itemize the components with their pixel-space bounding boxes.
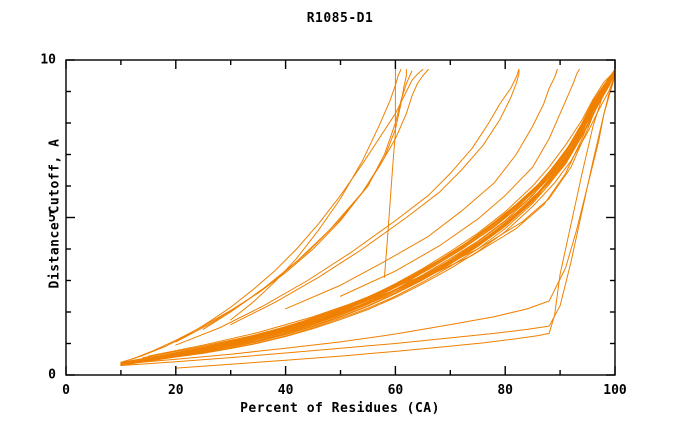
curve-model-07 bbox=[120, 70, 616, 365]
curve-model-18 bbox=[120, 73, 616, 366]
curve-outlier-26 bbox=[383, 68, 396, 278]
curve-outlier-30 bbox=[340, 68, 580, 297]
curve-mid-35 bbox=[142, 71, 616, 359]
curve-model-05 bbox=[120, 73, 616, 367]
curve-outlier-28 bbox=[230, 68, 520, 326]
curve-model-16 bbox=[120, 71, 616, 364]
x-tick-label: 80 bbox=[497, 383, 514, 398]
x-axis-label: Percent of Residues (CA) bbox=[240, 401, 440, 416]
curve-outlier-22 bbox=[131, 68, 429, 360]
curve-outlier-24 bbox=[230, 68, 402, 321]
curve-model-14 bbox=[136, 68, 616, 361]
curve-model-09 bbox=[120, 72, 616, 366]
y-tick-label: 0 bbox=[48, 367, 56, 383]
curve-model-15 bbox=[120, 72, 616, 365]
curve-model-02 bbox=[120, 70, 616, 363]
curve-model-19 bbox=[125, 69, 616, 363]
curve-outlier-29 bbox=[285, 68, 558, 310]
curve-model-01 bbox=[120, 72, 616, 365]
curve-model-08 bbox=[125, 70, 616, 364]
curve-model-13 bbox=[120, 72, 616, 366]
curve-model-20 bbox=[120, 70, 616, 364]
curve-model-03 bbox=[125, 72, 616, 364]
data-curves bbox=[120, 68, 616, 369]
x-tick-label: 100 bbox=[603, 383, 627, 398]
curve-model-17 bbox=[131, 68, 616, 362]
curve-mid-34 bbox=[147, 70, 616, 357]
chart-title: R1085-D1 bbox=[306, 11, 374, 26]
curve-low-32 bbox=[175, 73, 616, 369]
curve-model-12 bbox=[125, 69, 616, 363]
curve-model-04 bbox=[131, 68, 616, 363]
x-tick-label: 0 bbox=[62, 383, 70, 398]
x-tick-label: 20 bbox=[167, 383, 184, 398]
y-tick-label: 10 bbox=[40, 52, 56, 68]
y-tick-label: 5 bbox=[48, 210, 56, 225]
curve-low-31 bbox=[120, 75, 616, 367]
curve-outlier-27 bbox=[175, 68, 520, 346]
curve-model-11 bbox=[120, 72, 616, 365]
x-tick-label: 60 bbox=[387, 383, 404, 398]
curve-model-10 bbox=[131, 70, 616, 362]
axis-frame bbox=[65, 59, 616, 376]
x-tick-label: 40 bbox=[277, 383, 294, 398]
curve-outlier-21 bbox=[120, 68, 424, 363]
curve-outlier-25 bbox=[202, 68, 407, 330]
curve-model-06 bbox=[136, 68, 616, 362]
curve-low-33 bbox=[120, 73, 616, 365]
